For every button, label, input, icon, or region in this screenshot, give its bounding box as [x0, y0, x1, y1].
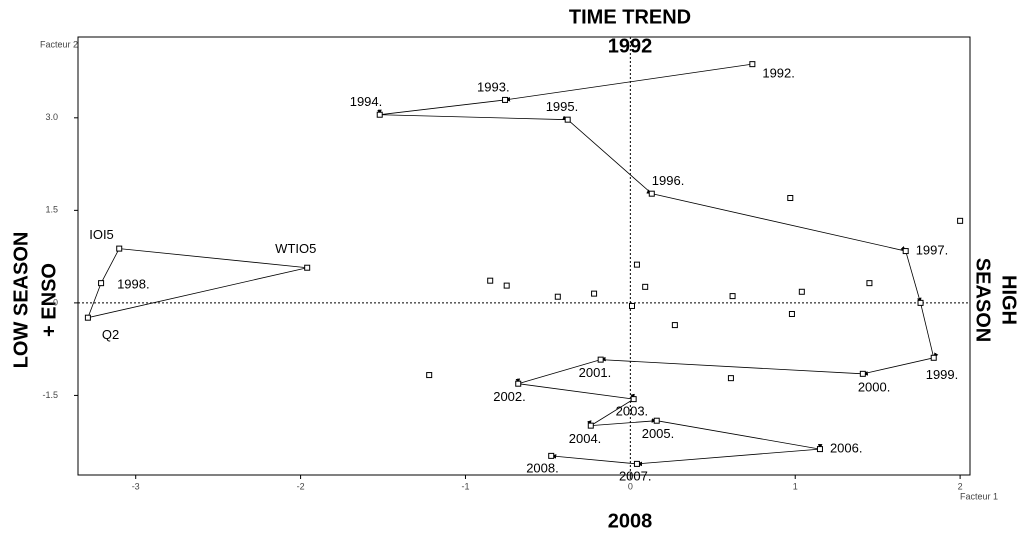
- x-tick-label: -1: [461, 481, 469, 491]
- point-label: 2008.: [526, 460, 559, 475]
- point-label: 2004.: [569, 431, 602, 446]
- x-tick-label: 1: [793, 481, 798, 491]
- annotation: SEASON: [972, 258, 994, 342]
- annotation: + ENSO: [38, 263, 60, 337]
- point-label: 1993.: [477, 79, 510, 94]
- point: [642, 283, 649, 290]
- point: [515, 380, 522, 387]
- point: [787, 195, 794, 202]
- annotation: LOW SEASON: [10, 232, 32, 369]
- point-label: 1994.: [350, 94, 383, 109]
- point-label: Q2: [102, 327, 119, 342]
- point: [426, 372, 433, 379]
- point: [591, 290, 598, 297]
- point-label: IOI5: [89, 227, 114, 242]
- point-label: 2006.: [830, 441, 863, 456]
- x-tick-label: 0: [628, 481, 633, 491]
- x-axis-label: Facteur 1: [960, 491, 998, 501]
- point-label: 2000.: [858, 379, 891, 394]
- point: [727, 375, 734, 382]
- annotation: TIME TREND: [569, 6, 691, 28]
- point: [554, 293, 561, 300]
- point: [628, 302, 635, 309]
- point: [729, 293, 736, 300]
- point: [587, 422, 594, 429]
- y-tick-label: 0: [53, 297, 58, 307]
- y-tick-label: 3.0: [45, 112, 58, 122]
- point: [749, 61, 756, 68]
- point: [798, 288, 805, 295]
- point: [816, 446, 823, 453]
- point-label: 1995.: [546, 99, 579, 114]
- point: [487, 277, 494, 284]
- point: [502, 96, 509, 103]
- trajectory-line: [377, 63, 939, 467]
- point: [98, 280, 105, 287]
- point: [788, 310, 795, 317]
- point-label: WTIO5: [275, 241, 316, 256]
- point: [633, 261, 640, 268]
- point: [859, 370, 866, 377]
- point-label: 2001.: [579, 365, 612, 380]
- point-label: 1998.: [117, 277, 150, 292]
- point: [548, 452, 555, 459]
- point-label: 2002.: [493, 389, 526, 404]
- x-tick-label: -3: [132, 481, 140, 491]
- point: [503, 282, 510, 289]
- point-label: 1999.: [926, 367, 959, 382]
- point-label: 2007.: [619, 468, 652, 483]
- point: [630, 396, 637, 403]
- point: [597, 356, 604, 363]
- point: [564, 116, 571, 123]
- point: [633, 460, 640, 467]
- point: [648, 190, 655, 197]
- point-label: 1992.: [762, 66, 795, 81]
- point: [116, 245, 123, 252]
- plot-frame: [77, 36, 971, 476]
- point-label: 1997.: [916, 243, 949, 258]
- point: [902, 248, 909, 255]
- point: [957, 217, 964, 224]
- point: [671, 322, 678, 329]
- point-label: 2005.: [642, 426, 675, 441]
- point-label: 2003.: [616, 404, 649, 419]
- x-tick-label: -2: [297, 481, 305, 491]
- point: [84, 314, 91, 321]
- annotation: 2008: [608, 510, 653, 532]
- y-tick-label: -1.5: [42, 390, 58, 400]
- annotation: HIGH: [998, 275, 1020, 325]
- point: [866, 280, 873, 287]
- y-axis-label: Facteur 2: [40, 39, 78, 49]
- point: [376, 111, 383, 118]
- point: [304, 264, 311, 271]
- y-tick-label: 1.5: [45, 205, 58, 215]
- point-label: 1996.: [652, 173, 685, 188]
- point: [653, 417, 660, 424]
- point: [917, 299, 924, 306]
- x-tick-label: 2: [958, 481, 963, 491]
- point: [930, 354, 937, 361]
